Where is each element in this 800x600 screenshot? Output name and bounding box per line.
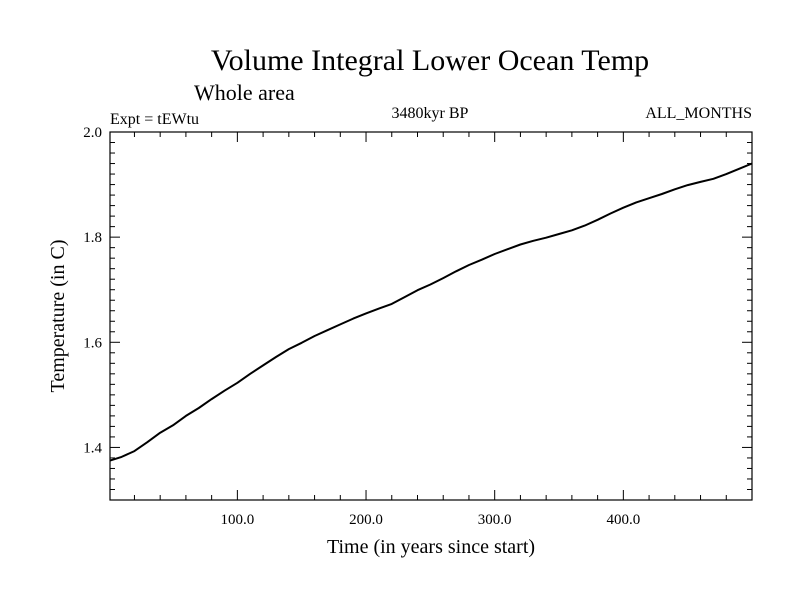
x-tick-label: 300.0 — [478, 512, 512, 528]
x-tick-label: 200.0 — [349, 512, 383, 528]
tick-labels: 100.0 200.0 300.0 400.0 1.4 1.6 1.8 2.0 — [83, 125, 640, 528]
y-tick-label: 1.6 — [83, 335, 102, 351]
chart-title: Volume Integral Lower Ocean Temp — [211, 44, 649, 77]
x-tick-label: 100.0 — [220, 512, 254, 528]
period-label: 3480kyr BP — [392, 105, 469, 122]
series-line-tEWtu — [109, 162, 753, 462]
data-series — [109, 162, 753, 462]
experiment-label: Expt = tEWtu — [110, 111, 199, 128]
chart-subtitle: Whole area — [194, 80, 295, 105]
y-tick-label: 1.8 — [83, 230, 102, 246]
axis-ticks — [110, 131, 752, 500]
x-tick-label: 400.0 — [606, 512, 640, 528]
plot-frame — [109, 131, 753, 501]
y-tick-label: 1.4 — [83, 440, 102, 456]
y-axis-label: Temperature (in C) — [47, 240, 69, 393]
months-label: ALL_MONTHS — [645, 105, 752, 122]
y-tick-label: 2.0 — [83, 125, 102, 141]
x-axis-label: Time (in years since start) — [327, 536, 535, 558]
